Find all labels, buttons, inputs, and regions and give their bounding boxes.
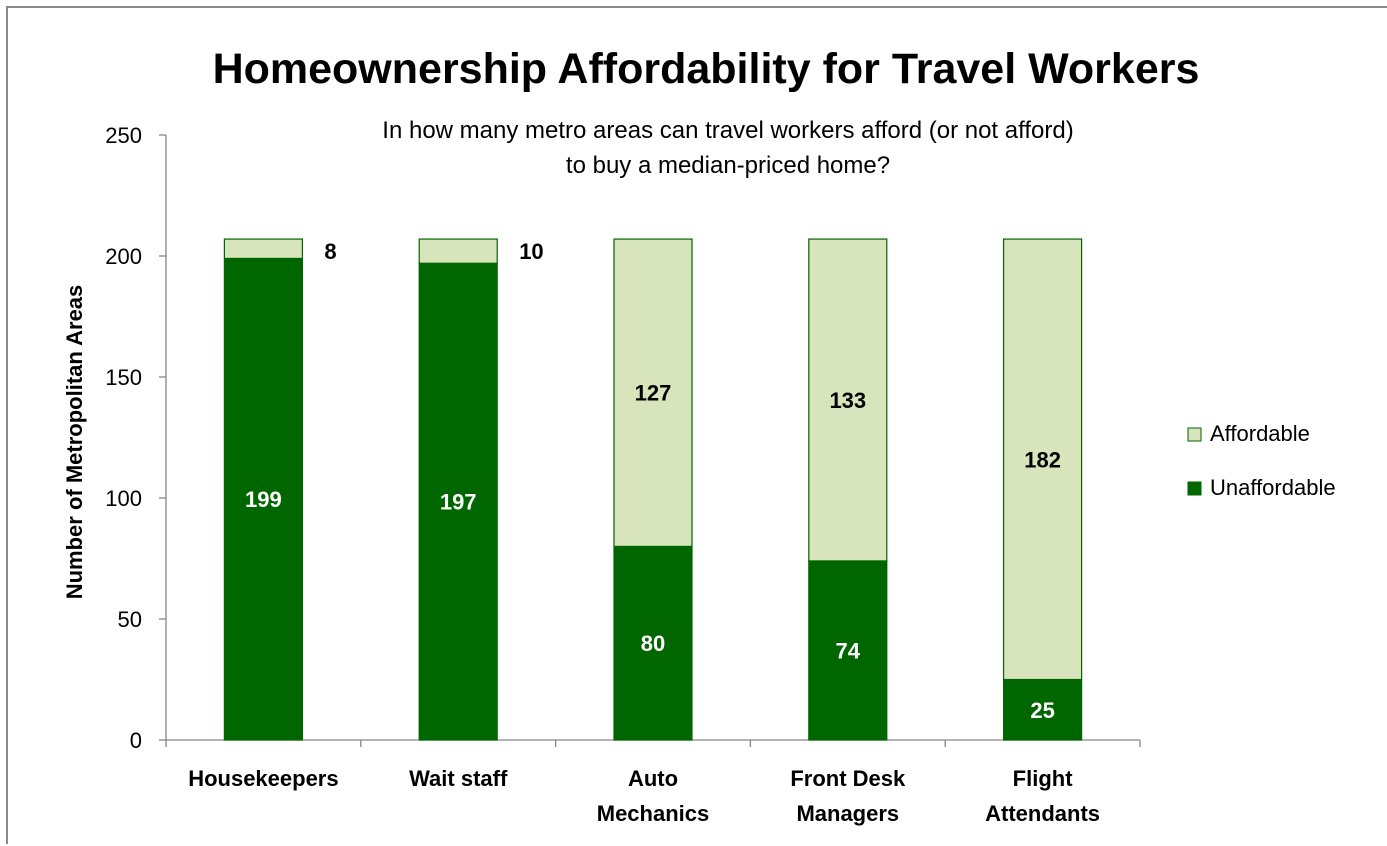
y-tick-label: 150	[105, 365, 142, 390]
chart-frame: Homeownership Affordability for Travel W…	[6, 6, 1387, 844]
affordable-value-label: 133	[829, 388, 866, 413]
affordable-bar	[418, 238, 498, 264]
unaffordable-bar	[1002, 678, 1083, 741]
x-category-label: Wait staff	[409, 766, 508, 791]
affordable-value-label: 8	[324, 239, 336, 264]
y-tick-label: 100	[105, 486, 142, 511]
chart-canvas: Homeownership Affordability for Travel W…	[62, 45, 1336, 826]
x-category-label: Mechanics	[597, 801, 710, 826]
chart-title: Homeownership Affordability for Travel W…	[213, 45, 1200, 93]
x-category-label: Flight	[1013, 766, 1074, 791]
unaffordable-value-label: 80	[641, 631, 665, 656]
y-tick-label: 250	[105, 123, 142, 148]
unaffordable-bar	[418, 262, 498, 741]
unaffordable-value-label: 197	[440, 490, 477, 515]
legend-label-affordable: Affordable	[1210, 421, 1310, 446]
y-tick-label: 200	[105, 244, 142, 269]
y-axis-label: Number of Metropolitan Areas	[62, 285, 87, 600]
affordable-value-label: 127	[635, 381, 672, 406]
plot-area: 0 50 100 150 200 250 199 8 Housekeepers 197 10 Wait…	[105, 123, 1141, 826]
x-category-label: Auto	[628, 766, 678, 791]
y-tick-label: 0	[130, 728, 142, 753]
x-category-label: Attendants	[985, 801, 1100, 826]
chart-subtitle-line-2: to buy a median-priced home?	[566, 152, 890, 179]
affordable-bar	[1002, 238, 1083, 681]
unaffordable-value-label: 25	[1030, 698, 1054, 723]
x-category-label: Front Desk	[790, 766, 906, 791]
affordable-value-label: 182	[1024, 447, 1061, 472]
affordable-bar	[808, 238, 888, 562]
affordable-bar	[223, 238, 303, 260]
affordable-bar	[613, 238, 693, 547]
unaffordable-bar	[808, 560, 888, 741]
legend-label-unaffordable: Unaffordable	[1210, 475, 1336, 500]
x-category-label: Managers	[796, 801, 899, 826]
legend: Affordable Unaffordable	[1187, 421, 1336, 500]
legend-swatch-unaffordable	[1187, 481, 1202, 496]
affordable-value-label: 10	[519, 239, 543, 264]
y-tick-label: 50	[118, 607, 142, 632]
unaffordable-bar	[223, 257, 303, 741]
unaffordable-value-label: 74	[836, 638, 861, 663]
x-category-label: Housekeepers	[188, 766, 338, 791]
legend-swatch-affordable	[1187, 427, 1202, 442]
chart-subtitle-line-1: In how many metro areas can travel worke…	[382, 117, 1073, 144]
unaffordable-bar	[613, 545, 693, 741]
unaffordable-value-label: 199	[245, 487, 282, 512]
